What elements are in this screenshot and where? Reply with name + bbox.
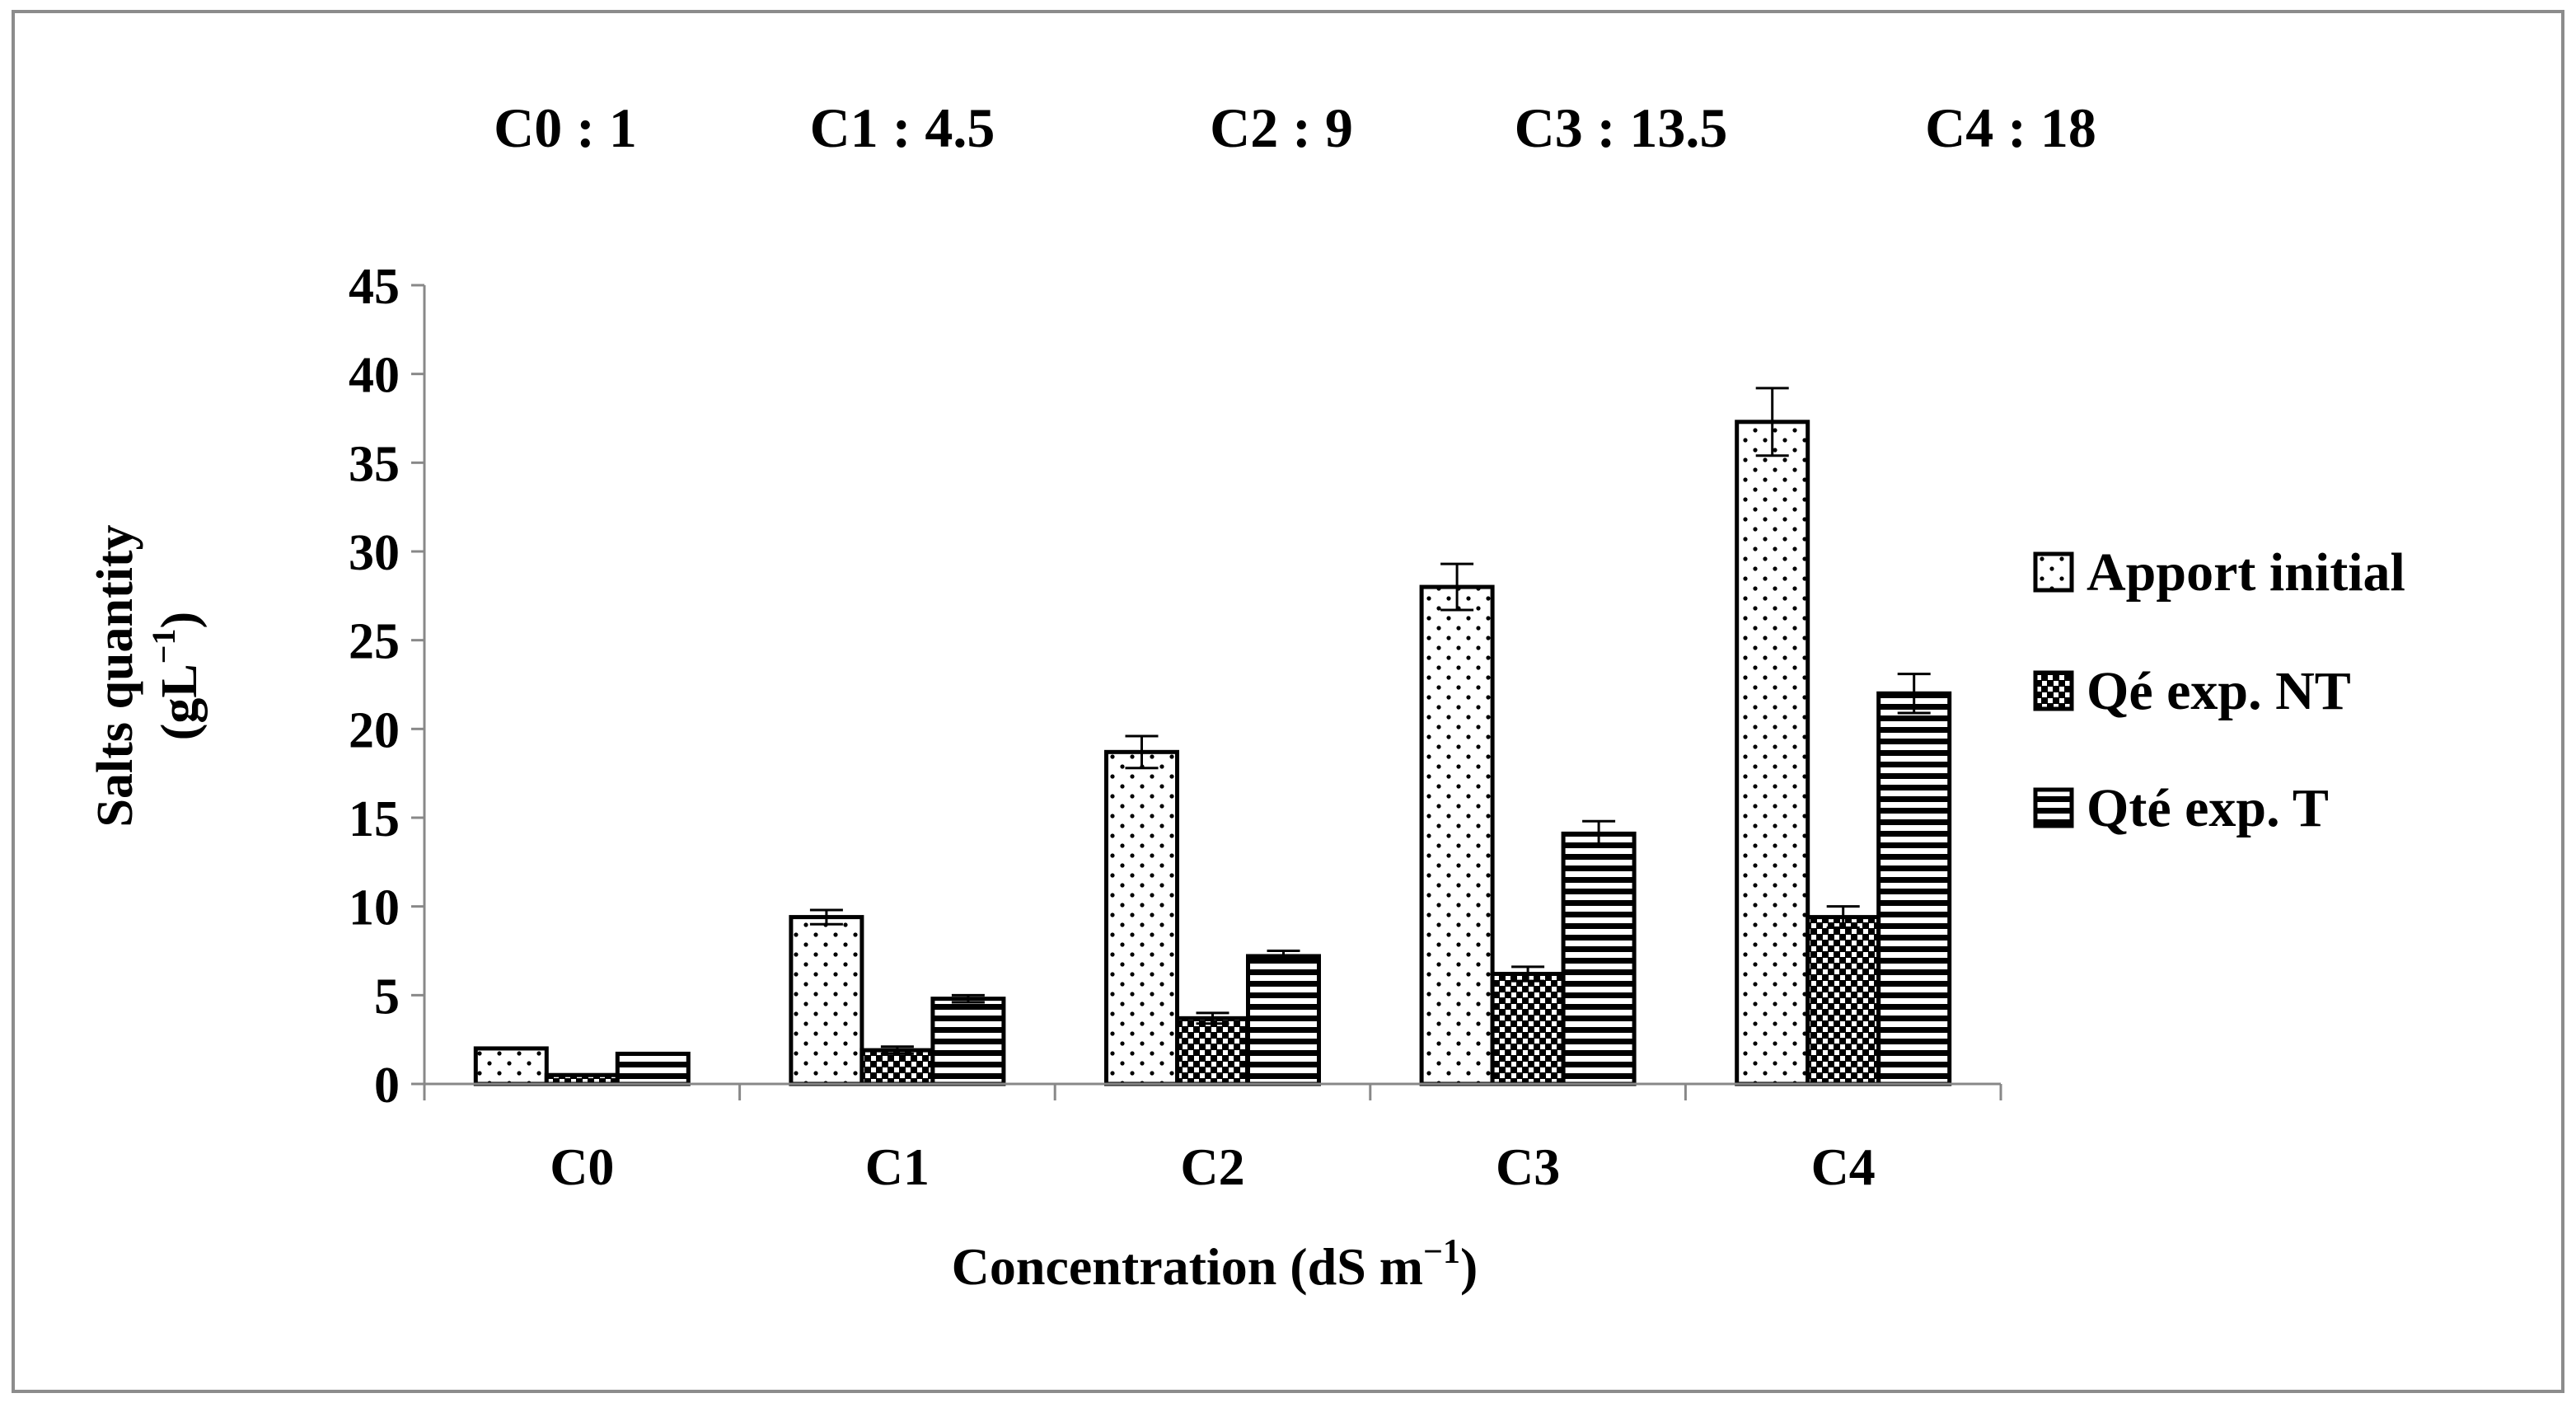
bar-c2-series-1: [1104, 749, 1179, 1086]
y-axis-title-line1: Salts quantity: [87, 525, 143, 828]
legend-label: Apport initial: [2087, 542, 2405, 603]
concentration-note-c0: C0 : 1: [494, 96, 637, 159]
legend-item-series-3: Qté exp. T: [2033, 778, 2329, 838]
bar-c4-series-1: [1735, 420, 1810, 1086]
error-bar-c1-series-1: [809, 908, 843, 926]
error-bar-c1-series-3: [951, 993, 985, 1004]
concentration-note-c2: C2 : 9: [1210, 96, 1353, 159]
y-axis-title-exponent: −1: [145, 628, 182, 664]
x-axis-title-exponent: −1: [1423, 1233, 1460, 1271]
bar-c3-series-3: [1561, 831, 1637, 1086]
x-tick-label-c0: C0: [550, 1138, 614, 1196]
error-bar-c2-series-1: [1125, 734, 1159, 770]
x-tick-label-c2: C2: [1180, 1138, 1244, 1196]
y-tick-label: 0: [374, 1058, 400, 1114]
y-tick-label: 5: [374, 969, 400, 1025]
bar-c2-series-2: [1175, 1016, 1250, 1086]
x-axis-title-close: ): [1460, 1237, 1478, 1296]
bar-c1-series-2: [859, 1048, 935, 1086]
x-tick-label-c1: C1: [865, 1138, 930, 1196]
y-tick-label: 40: [349, 348, 400, 404]
x-tick-label-c3: C3: [1496, 1138, 1560, 1196]
y-tick-label: 30: [349, 525, 400, 581]
error-bar-c4-series-1: [1755, 387, 1789, 457]
x-axis: C0 C1 C2 C3 C4: [423, 1082, 2002, 1196]
y-tick-label: 45: [349, 259, 400, 315]
y-tick-label: 35: [349, 436, 400, 492]
bar-c1-series-1: [789, 915, 864, 1086]
y-axis-title-unit: (gL: [152, 664, 208, 740]
legend: Apport initial Qé exp. NT Qté exp. T: [2033, 542, 2405, 838]
legend-label: Qé exp. NT: [2087, 661, 2351, 721]
error-bar-c4-series-2: [1826, 905, 1860, 930]
y-tick-label: 20: [349, 702, 400, 758]
legend-swatch: [2033, 787, 2074, 828]
bar-c1-series-3: [930, 997, 1006, 1086]
bars: [473, 420, 1952, 1086]
x-tick-label-c4: C4: [1811, 1138, 1876, 1196]
error-bar-c4-series-3: [1897, 673, 1931, 715]
legend-swatch: [2033, 551, 2074, 593]
y-axis-title: Salts quantity (gL−1): [87, 525, 208, 828]
error-bar-c3-series-3: [1582, 819, 1616, 847]
legend-item-series-2: Qé exp. NT: [2033, 661, 2351, 721]
y-tick-label: 15: [349, 791, 400, 847]
y-axis: 0 5 10 15 20 25 30 35 40 45: [349, 259, 426, 1114]
x-axis-title: Concentration (dS m−1): [952, 1233, 1478, 1296]
bar-c4-series-3: [1876, 691, 1952, 1086]
bar-c3-series-2: [1490, 971, 1566, 1086]
error-bar-c3-series-1: [1440, 562, 1474, 612]
legend-item-series-1: Apport initial: [2033, 542, 2405, 603]
y-tick-label: 25: [349, 614, 400, 670]
concentration-notes: C0 : 1 C1 : 4.5 C2 : 9 C3 : 13.5 C4 : 18: [494, 96, 2096, 159]
error-bar-c2-series-2: [1196, 1011, 1229, 1025]
bar-c0-series-3: [615, 1051, 691, 1086]
error-bar-c1-series-2: [880, 1045, 914, 1055]
legend-swatch: [2033, 670, 2074, 711]
error-bar-c3-series-2: [1511, 965, 1545, 983]
x-axis-title-main: Concentration (dS m: [952, 1237, 1423, 1296]
concentration-note-c3: C3 : 13.5: [1515, 96, 1728, 159]
bar-c3-series-1: [1419, 584, 1495, 1086]
error-bars: [809, 387, 1931, 1055]
chart-outer-border: [12, 10, 2564, 1393]
bar-c0-series-2: [544, 1072, 620, 1086]
concentration-note-c4: C4 : 18: [1925, 96, 2096, 159]
error-bar-c2-series-3: [1267, 950, 1300, 963]
y-axis-title-close: ): [152, 612, 208, 629]
concentration-note-c1: C1 : 4.5: [810, 96, 995, 159]
bar-c4-series-2: [1806, 915, 1881, 1086]
y-axis-title-line2: (gL−1): [145, 612, 208, 740]
bar-c2-series-3: [1246, 954, 1321, 1086]
y-tick-label: 10: [349, 880, 400, 936]
bar-c0-series-1: [473, 1046, 549, 1086]
legend-label: Qté exp. T: [2087, 778, 2329, 838]
